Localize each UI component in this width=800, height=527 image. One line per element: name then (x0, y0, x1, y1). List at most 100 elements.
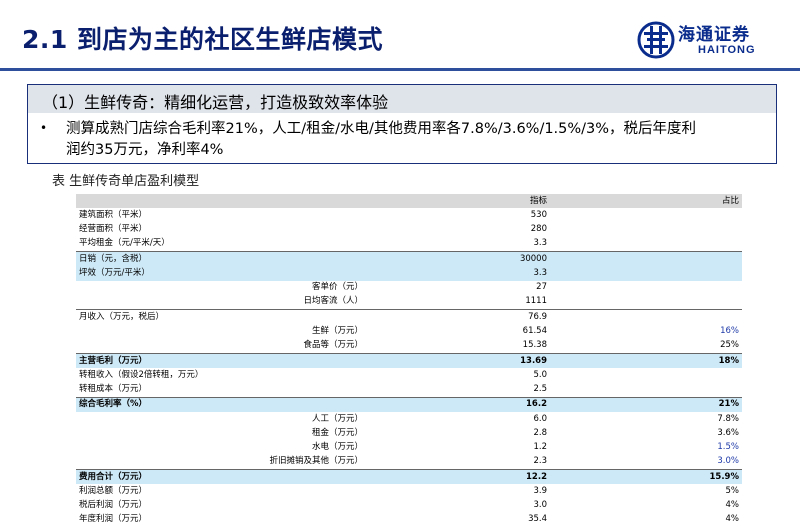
profit-model-table: 指标 占比 建筑面积（平米） 530 经营面积（平米） 280 平均租金（元/平… (76, 194, 742, 527)
row-value: 30000 (366, 251, 550, 267)
table-row: 生鲜（万元） 61.54 16% (76, 324, 742, 338)
row-value: 5.0 (533, 369, 547, 380)
table-row: 主营毛利（万元） 13.69 18% (76, 352, 742, 369)
table-row: 人工（万元） 6.0 7.8% (76, 412, 742, 426)
table-header-row: 指标 占比 (76, 194, 742, 209)
summary-line-1: 测算成熟门店综合毛利率21%，人工/租金/水电/其他费用率各7.8%/3.6%/… (66, 121, 697, 137)
row-ratio (550, 237, 742, 252)
row-value: 3.9 (533, 485, 547, 496)
row-ratio (550, 382, 742, 397)
logo-english-name: HAITONG (698, 44, 756, 56)
row-ratio: 4% (725, 500, 740, 511)
row-value: 1.2 (533, 442, 547, 453)
row-ratio (550, 223, 742, 237)
table-row: 平均租金（元/平米/天） 3.3 (76, 237, 742, 252)
row-value: 35.4 (528, 514, 547, 525)
header-indicator: 指标 (366, 194, 550, 209)
row-label: 建筑面积（平米） (79, 209, 148, 220)
row-value: 3.3 (533, 238, 547, 249)
row-value: 2.3 (533, 456, 547, 467)
summary-box-header: （1）生鲜传奇：精细化运营，打造极致效率体验 (28, 85, 776, 113)
row-label: 经营面积（平米） (79, 224, 148, 235)
row-label: 生鲜（万元） (311, 326, 363, 337)
row-ratio (550, 309, 742, 325)
haitong-emblem-icon (637, 21, 675, 59)
table-row: 坪效（万元/平米） 3.3 (76, 266, 742, 281)
table-row: 食品等（万元） 15.38 25% (76, 339, 742, 354)
row-label: 折旧摊销及其他（万元） (269, 456, 363, 467)
row-label: 税后利润（万元） (79, 500, 148, 511)
table-row: 年度利润（万元） 35.4 4% (76, 513, 742, 527)
table-row: 客单价（元） 27 (76, 281, 742, 295)
row-label: 客单价（元） (311, 282, 363, 293)
table-row: 折旧摊销及其他（万元） 2.3 3.0% (76, 455, 742, 470)
table-row: 转租成本（万元） 2.5 (76, 382, 742, 397)
table-row: 建筑面积（平米） 530 (76, 208, 742, 222)
row-ratio (550, 251, 742, 267)
summary-heading: （1）生鲜传奇：精细化运营，打造极致效率体验 (42, 93, 389, 112)
row-ratio: 3.0% (717, 456, 739, 467)
row-value: 27 (536, 282, 547, 293)
row-value: 61.54 (522, 326, 547, 337)
table-row: 转租收入（假设2倍转租，万元） 5.0 (76, 368, 742, 382)
row-label: 租金（万元） (311, 427, 363, 438)
row-label: 日销（元，含税） (76, 251, 366, 267)
row-ratio: 1.5% (717, 442, 739, 453)
row-label: 转租收入（假设2倍转租，万元） (79, 369, 204, 380)
logo-chinese-name: 海通证券 (678, 25, 750, 45)
row-ratio: 16% (720, 326, 739, 337)
row-value: 3.0 (533, 500, 547, 511)
row-value: 12.2 (366, 469, 550, 485)
row-label: 坪效（万元/平米） (76, 266, 366, 281)
table-row: 税后利润（万元） 3.0 4% (76, 499, 742, 513)
row-value: 280 (530, 224, 547, 235)
header-rule (0, 68, 800, 71)
row-ratio: 4% (725, 514, 740, 525)
row-label: 水电（万元） (311, 442, 363, 453)
row-label: 利润总额（万元） (79, 485, 148, 496)
table-row: 利润总额（万元） 3.9 5% (76, 484, 742, 498)
page-title: 2.1 到店为主的社区生鲜店模式 (22, 25, 383, 54)
row-label: 费用合计（万元） (76, 469, 366, 485)
row-ratio: 25% (720, 340, 739, 351)
row-value: 13.69 (366, 352, 550, 369)
row-value: 530 (530, 209, 547, 220)
header-blank-cell (76, 194, 366, 209)
row-label: 综合毛利率（%） (76, 396, 366, 412)
row-value: 6.0 (533, 413, 547, 424)
row-ratio (550, 266, 742, 281)
table-row: 日销（元，含税） 30000 (76, 251, 742, 267)
summary-line-2: 润约35万元，净利率4% (66, 142, 224, 158)
row-ratio (550, 281, 742, 295)
table-row: 综合毛利率（%） 16.2 21% (76, 396, 742, 412)
row-ratio: 15.9% (550, 469, 742, 485)
table-caption: 表 生鲜传奇单店盈利模型 (52, 174, 200, 189)
table-row: 经营面积（平米） 280 (76, 223, 742, 237)
row-value: 1111 (525, 296, 547, 307)
table-row: 水电（万元） 1.2 1.5% (76, 441, 742, 455)
row-label: 主营毛利（万元） (76, 352, 366, 369)
row-label: 人工（万元） (311, 413, 363, 424)
table-row: 租金（万元） 2.8 3.6% (76, 426, 742, 440)
row-label: 食品等（万元） (303, 340, 363, 351)
row-ratio: 21% (550, 396, 742, 412)
row-ratio: 5% (725, 485, 740, 496)
table-row: 费用合计（万元） 12.2 15.9% (76, 469, 742, 485)
row-ratio: 18% (550, 352, 742, 369)
bullet-marker: • (40, 121, 48, 135)
table-row: 日均客流（人） 1111 (76, 295, 742, 310)
row-label: 日均客流（人） (303, 296, 363, 307)
row-label: 年度利润（万元） (79, 514, 148, 525)
table-row: 月收入（万元，税后） 76.9 (76, 309, 742, 325)
row-label: 转租成本（万元） (79, 384, 148, 395)
header-ratio: 占比 (550, 194, 742, 209)
summary-box: （1）生鲜传奇：精细化运营，打造极致效率体验 • 测算成熟门店综合毛利率21%，… (27, 84, 777, 164)
row-value: 15.38 (522, 340, 547, 351)
row-value: 2.5 (533, 384, 547, 395)
row-ratio (550, 208, 742, 222)
row-label: 月收入（万元，税后） (76, 309, 366, 325)
row-value: 3.3 (366, 266, 550, 281)
row-label: 平均租金（元/平米/天） (79, 238, 170, 249)
row-ratio: 3.6% (717, 427, 739, 438)
row-value: 2.8 (533, 427, 547, 438)
